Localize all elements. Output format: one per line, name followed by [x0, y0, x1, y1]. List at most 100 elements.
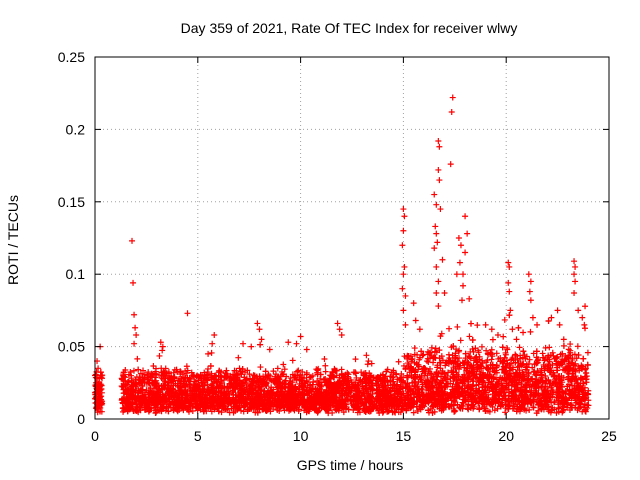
data-point	[507, 365, 514, 372]
data-point	[476, 406, 483, 413]
data-point	[328, 392, 335, 399]
data-point	[364, 361, 371, 368]
data-point	[538, 374, 545, 381]
data-point	[408, 372, 415, 379]
data-point	[249, 399, 256, 406]
data-point	[177, 377, 184, 384]
data-point	[457, 337, 464, 344]
data-point	[532, 381, 539, 388]
data-point	[425, 378, 432, 385]
data-point	[329, 384, 336, 391]
data-point	[289, 357, 296, 364]
data-point	[494, 405, 501, 412]
data-point	[232, 391, 239, 398]
data-point	[242, 388, 249, 395]
data-point	[438, 330, 445, 337]
data-point	[398, 394, 405, 401]
data-point	[480, 379, 487, 386]
data-point	[565, 373, 572, 380]
data-point	[482, 396, 489, 403]
data-point	[333, 372, 340, 379]
data-point	[279, 401, 286, 408]
data-point	[446, 325, 453, 332]
data-point	[472, 354, 479, 361]
data-point	[442, 362, 449, 369]
data-point	[194, 383, 201, 390]
data-point	[410, 366, 417, 373]
data-point	[270, 386, 277, 393]
data-point	[310, 378, 317, 385]
data-point	[359, 378, 366, 385]
data-point	[160, 382, 167, 389]
data-point	[139, 399, 146, 406]
data-point	[281, 366, 288, 373]
data-point	[218, 409, 225, 416]
data-point	[542, 396, 549, 403]
data-point	[139, 392, 146, 399]
data-point	[544, 366, 551, 373]
data-point	[298, 383, 305, 390]
data-point	[275, 379, 282, 386]
data-point	[294, 368, 301, 375]
data-point	[436, 347, 443, 354]
data-point	[472, 345, 479, 352]
data-point	[300, 401, 307, 408]
data-point	[571, 351, 578, 358]
data-point	[255, 383, 262, 390]
data-point	[129, 237, 136, 244]
data-point	[448, 401, 455, 408]
data-point	[456, 404, 463, 411]
data-point	[496, 388, 503, 395]
data-point	[456, 355, 463, 362]
data-point	[272, 371, 279, 378]
data-point	[148, 370, 155, 377]
data-point	[446, 355, 453, 362]
data-point	[344, 378, 351, 385]
data-point	[318, 399, 325, 406]
data-point	[522, 382, 529, 389]
data-point	[165, 408, 172, 415]
data-point	[189, 372, 196, 379]
data-point	[145, 369, 152, 376]
data-point	[175, 403, 182, 410]
data-point	[461, 364, 468, 371]
data-point	[526, 356, 533, 363]
data-point	[333, 402, 340, 409]
data-point	[564, 376, 571, 383]
data-point	[388, 392, 395, 399]
data-point	[545, 360, 552, 367]
data-point	[418, 399, 425, 406]
data-point	[224, 383, 231, 390]
data-point	[155, 392, 162, 399]
data-point	[321, 356, 328, 363]
data-point	[200, 388, 207, 395]
data-point	[515, 398, 522, 405]
data-point	[399, 242, 406, 249]
data-point	[534, 359, 541, 366]
data-point	[566, 407, 573, 414]
data-point	[511, 405, 518, 412]
data-point	[125, 402, 132, 409]
data-point	[232, 386, 239, 393]
data-point	[164, 384, 171, 391]
grid-lines	[95, 57, 609, 419]
data-point	[489, 397, 496, 404]
data-point	[338, 392, 345, 399]
data-point	[373, 386, 380, 393]
data-point	[240, 340, 247, 347]
data-point	[127, 368, 134, 375]
data-point	[465, 406, 472, 413]
data-point	[315, 381, 322, 388]
data-point	[358, 392, 365, 399]
data-point	[343, 392, 350, 399]
data-point	[498, 380, 505, 387]
data-point	[523, 387, 530, 394]
data-point	[385, 382, 392, 389]
data-point	[521, 406, 528, 413]
data-point	[575, 382, 582, 389]
data-point	[432, 354, 439, 361]
data-point	[334, 320, 341, 327]
data-point	[172, 389, 179, 396]
data-point	[171, 374, 178, 381]
data-point	[397, 375, 404, 382]
